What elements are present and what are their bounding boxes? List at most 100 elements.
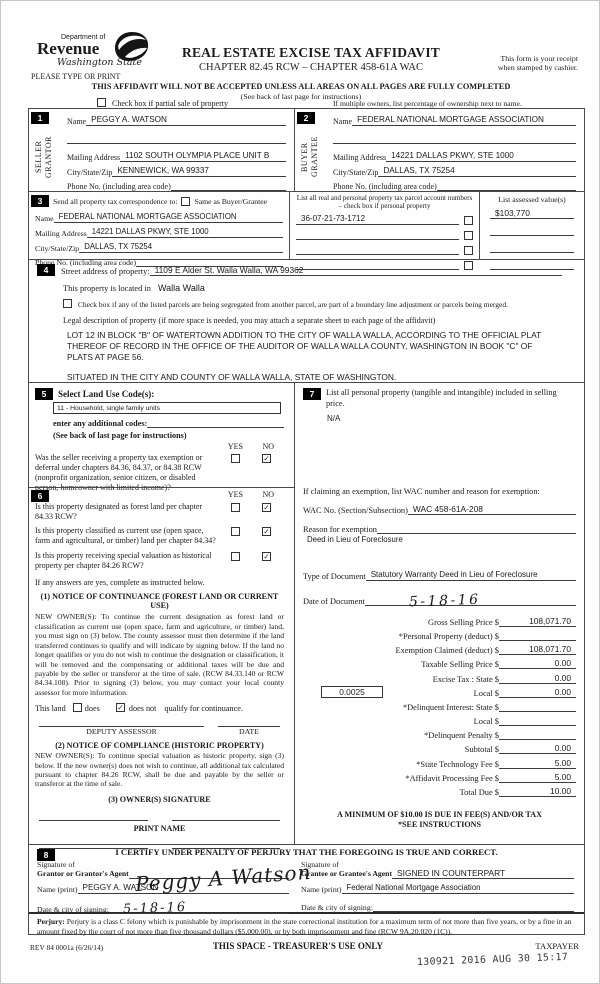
segregated-checkbox[interactable]: [63, 299, 72, 308]
section-7-tab: 7: [303, 388, 321, 400]
exemption-claimed-value[interactable]: 108,071.70: [499, 644, 576, 656]
owner-signature-line-2[interactable]: [171, 819, 280, 821]
parcel-personal-checkbox-4[interactable]: [464, 260, 473, 270]
deputy-assessor-sign-line[interactable]: [39, 726, 204, 728]
assessed-value-2[interactable]: [490, 226, 574, 236]
dor-logo: Department of Revenue Washington State: [37, 34, 157, 68]
forest-land-question-row: Is this property designated as forest la…: [35, 502, 284, 522]
exemption-no-checkbox[interactable]: ✓: [262, 454, 271, 463]
parcel-personal-checkbox-2[interactable]: [464, 230, 473, 240]
corr-csz-value[interactable]: DALLAS, TX 75254: [79, 242, 283, 253]
street-address-value[interactable]: 1109 E Alder St. Walla Walla, WA 99362: [149, 265, 562, 276]
grantor-print-name-value[interactable]: PEGGY A. WATSON: [77, 883, 289, 894]
corr-mailing-value[interactable]: 14221 DALLAS PKWY, STE 1000: [86, 227, 283, 238]
owner-signature-line-1[interactable]: [39, 819, 148, 821]
seller-name2-value[interactable]: [67, 134, 286, 144]
reason-line[interactable]: [376, 524, 576, 534]
excise-local-value[interactable]: 0.00: [499, 687, 576, 698]
forest-yes-checkbox[interactable]: [231, 503, 240, 512]
taxable-price-value[interactable]: 0.00: [499, 658, 576, 670]
current-use-no-checkbox[interactable]: ✓: [262, 527, 271, 537]
processing-fee-value[interactable]: 5.00: [499, 772, 576, 783]
additional-codes-value[interactable]: [147, 418, 284, 428]
same-as-buyer-checkbox[interactable]: [181, 196, 191, 206]
seller-name-value[interactable]: PEGGY A. WATSON: [86, 115, 286, 126]
see-instructions-note: *SEE INSTRUCTIONS: [398, 820, 481, 829]
land-use-code-box[interactable]: 11 - Household, single family units: [53, 402, 281, 414]
local-rate-box[interactable]: 0.0025: [321, 685, 383, 698]
partial-sale-checkbox[interactable]: [97, 98, 106, 107]
rev-number: REV 84 0001a (6/26/14): [30, 943, 104, 952]
located-in-value[interactable]: Walla Walla: [158, 283, 205, 293]
current-use-yes-checkbox[interactable]: [231, 527, 240, 537]
grantor-signature-line[interactable]: Peggy A Watson: [128, 860, 312, 896]
seller-phone-value[interactable]: [170, 181, 286, 191]
personal-property-value[interactable]: N/A: [327, 413, 341, 423]
personal-deduct-value[interactable]: [499, 631, 576, 641]
subtotal-label: Subtotal $: [464, 745, 499, 755]
personal-property-row: 7 List all personal property (tangible a…: [303, 388, 576, 410]
receipt-note: This form is your receipt when stamped b…: [456, 54, 578, 72]
certify-statement: I CERTIFY UNDER PENALTY OF PERJURY THAT …: [115, 847, 498, 857]
buyer-name2-value[interactable]: [333, 134, 576, 144]
parcel-personal-checkbox-1[interactable]: [464, 215, 473, 225]
corr-name-value[interactable]: FEDERAL NATIONAL MORTGAGE ASSOCIATION: [53, 212, 283, 223]
buyer-name-value[interactable]: FEDERAL NATIONAL MORTGAGE ASSOCIATION: [352, 115, 576, 126]
yes-header: YES: [227, 442, 243, 451]
treasurer-use-label: THIS SPACE - TREASURER'S USE ONLY: [212, 941, 384, 951]
owners-signature-title: (3) OWNER(S) SIGNATURE: [108, 794, 211, 804]
owner-print-line-2[interactable]: [171, 847, 280, 849]
deputy-sign-line: [35, 726, 284, 728]
parcel-number-value[interactable]: 36-07-21-73-1712: [296, 214, 459, 225]
assessed-value-3[interactable]: [490, 243, 574, 253]
seller-csz-value[interactable]: KENNEWICK, WA 99337: [112, 166, 286, 177]
parcel-numbers-header: List all real and personal property tax …: [296, 194, 473, 211]
reason-row: Reason for exemption: [303, 524, 576, 534]
grantee-signature-value[interactable]: SIGNED IN COUNTERPART: [392, 868, 574, 879]
document-type-value[interactable]: Statutory Warranty Deed in Lieu of Forec…: [365, 570, 576, 581]
grantee-date-line[interactable]: [372, 902, 574, 912]
document-date-line[interactable]: 5-18-16: [364, 591, 576, 610]
claiming-exemption-label: If claiming an exemption, list WAC numbe…: [303, 486, 540, 496]
delinquent-penalty-value[interactable]: [499, 730, 576, 741]
csz-label: City/State/Zip: [35, 244, 80, 253]
delinquent-interest-state-value[interactable]: [499, 702, 576, 712]
parcel-personal-checkbox-3[interactable]: [464, 245, 473, 255]
see-back-note: (See back of last page for instructions): [240, 92, 362, 101]
forest-no-checkbox[interactable]: ✓: [262, 503, 271, 512]
parcel-number-value-3[interactable]: [296, 245, 459, 255]
historic-question: Is this property receiving special valua…: [35, 551, 212, 571]
total-due-value[interactable]: 10.00: [499, 786, 576, 797]
continuance-body: NEW OWNER(S): To continue the current de…: [35, 612, 284, 697]
buyer-phone-value[interactable]: [436, 181, 576, 191]
buyer-csz-value[interactable]: DALLAS, TX 75254: [378, 166, 576, 177]
historic-yes-checkbox[interactable]: [231, 552, 240, 562]
situated-text: SITUATED IN THE CITY AND COUNTY OF WALLA…: [67, 372, 397, 383]
gross-price-value[interactable]: 108,071.70: [499, 616, 576, 627]
exemption-yes-checkbox[interactable]: [231, 454, 240, 463]
wac-value[interactable]: WAC 458-61A-208: [407, 504, 576, 515]
excise-state-value[interactable]: 0.00: [499, 673, 576, 684]
historic-no-checkbox[interactable]: ✓: [262, 552, 271, 562]
delinquent-penalty-label: *Delinquent Penalty $: [424, 731, 499, 741]
deputy-date-line[interactable]: [218, 726, 280, 728]
land-does-not-checkbox[interactable]: ✓: [115, 703, 125, 713]
delinquent-interest-local-value[interactable]: [499, 716, 576, 727]
technology-fee-value[interactable]: 5.00: [499, 758, 576, 769]
owner-print-line-1[interactable]: [39, 847, 148, 849]
assessed-value-4[interactable]: [490, 260, 574, 270]
land-does-checkbox[interactable]: [72, 703, 82, 713]
seller-mailing-value[interactable]: 1102 SOUTH OLYMPIA PLACE UNIT B: [120, 151, 286, 162]
mailing-label: Mailing Address: [35, 229, 87, 238]
buyer-mailing-value[interactable]: 14221 DALLAS PKWY, STE 1000: [386, 151, 576, 162]
grantee-print-name-value[interactable]: Federal National Mortgage Association: [341, 883, 574, 894]
grantor-sig-label: Signature of Grantor or Grantor's Agent: [37, 860, 129, 879]
grantor-date-line[interactable]: 5-18-16: [108, 900, 289, 917]
section-4-tab: 4: [37, 264, 55, 276]
subtotal-value[interactable]: 0.00: [499, 743, 576, 755]
parcel-number-value-2[interactable]: [296, 230, 459, 240]
assessed-value[interactable]: $103,770: [490, 208, 574, 219]
phone-label: Phone No. (including area code): [333, 182, 437, 191]
corr-phone-value[interactable]: [136, 257, 283, 267]
parcel-number-value-4[interactable]: [296, 260, 459, 270]
